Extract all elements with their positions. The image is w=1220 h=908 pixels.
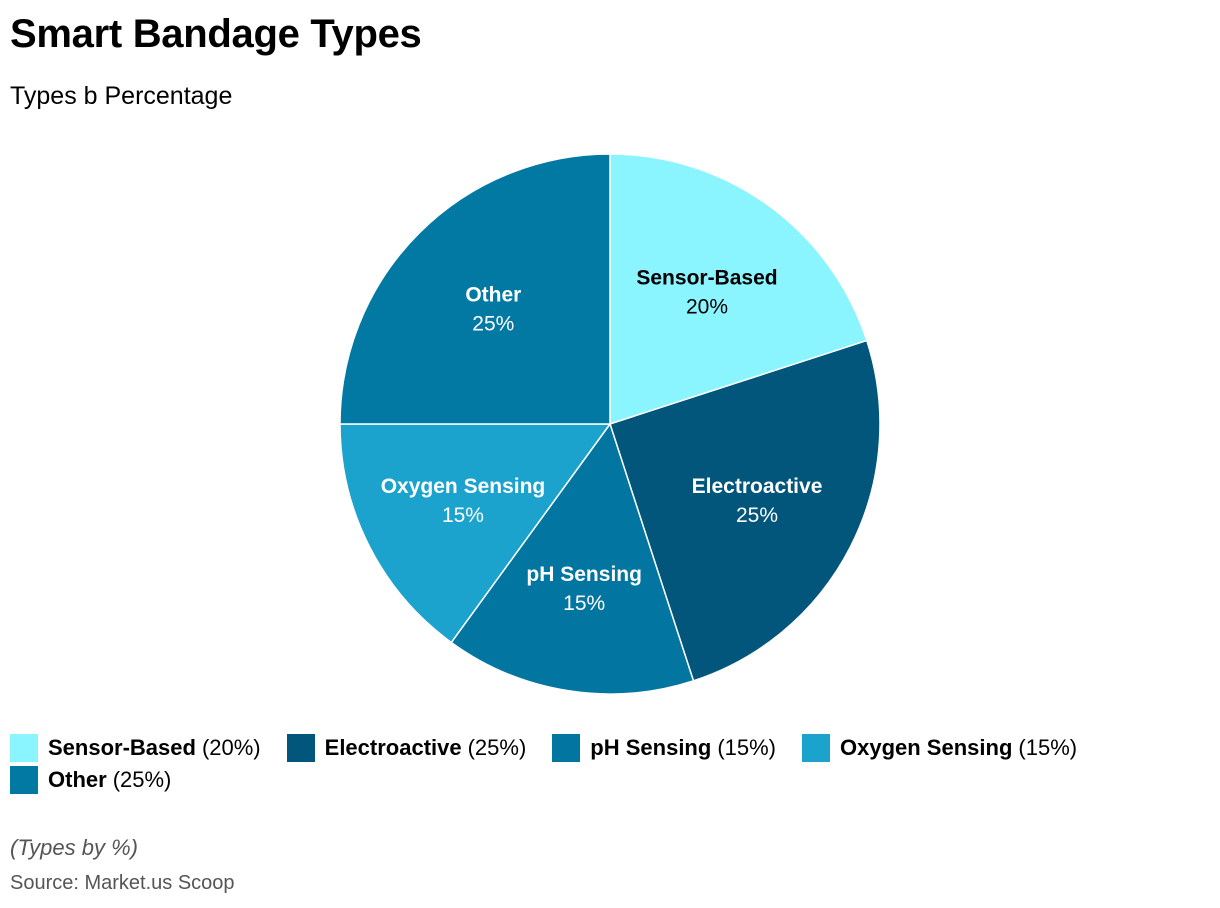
legend-label: pH Sensing: [590, 735, 712, 760]
pie-slice-sensor-based: [609, 153, 868, 426]
slice-label-electroactive: Electroactive 25%: [692, 475, 823, 527]
slice-label-name: Other: [465, 283, 521, 306]
slice-label-oxygen-sensing: Oxygen Sensing 15%: [381, 475, 546, 527]
legend-label: Electroactive: [324, 735, 462, 760]
slice-label-value: 15%: [442, 504, 484, 527]
pie-slice-other: [339, 153, 611, 425]
pie-slice-electroactive: [609, 339, 881, 682]
legend-label: Sensor-Based: [48, 735, 196, 760]
legend-swatch: [10, 734, 38, 762]
legend-item-oxygen-sensing: Oxygen Sensing (15%): [802, 734, 1077, 762]
legend-item-sensor-based: Sensor-Based (20%): [10, 734, 261, 762]
legend-value: (25%): [112, 767, 172, 792]
slice-label-name: Electroactive: [692, 475, 823, 498]
slice-label-value: 20%: [686, 296, 728, 319]
slice-label-sensor-based: Sensor-Based 20%: [636, 267, 777, 319]
slice-label-value: 25%: [472, 312, 514, 335]
chart-subtitle: Types b Percentage: [10, 82, 233, 110]
legend-item-other: Other (25%): [10, 766, 171, 794]
slice-label-value: 25%: [736, 504, 778, 527]
pie-chart: Sensor-Based 20% Electroactive 25% pH Sensin…: [339, 153, 881, 695]
slice-label-ph-sensing: pH Sensing 15%: [526, 563, 642, 615]
slice-label-name: Oxygen Sensing: [381, 475, 546, 498]
pie-slice-oxygen-sensing: [339, 423, 612, 644]
slice-label-name: Sensor-Based: [636, 267, 777, 290]
chart-legend: Sensor-Based (20%) Electroactive (25%) pH Se…: [10, 734, 1200, 794]
legend-label: Other: [48, 767, 107, 792]
legend-swatch: [10, 766, 38, 794]
legend-item-electroactive: Electroactive (25%): [286, 734, 527, 762]
chart-note: (Types by %): [10, 835, 138, 860]
legend-swatch: [802, 734, 830, 762]
legend-value: (20%): [201, 735, 261, 760]
legend-label: Oxygen Sensing: [840, 735, 1013, 760]
slice-label-other: Other 25%: [465, 283, 521, 335]
pie-slice-ph-sensing: [450, 422, 695, 695]
legend-value: (15%): [1018, 735, 1078, 760]
legend-swatch: [552, 734, 581, 762]
chart-title: Smart Bandage Types: [10, 12, 422, 56]
legend-swatch: [286, 734, 315, 762]
legend-value: (15%): [717, 735, 776, 760]
legend-item-ph-sensing: pH Sensing (15%): [552, 734, 776, 762]
chart-source: Source: Market.us Scoop: [10, 872, 235, 894]
slice-label-name: pH Sensing: [526, 563, 642, 586]
slice-label-value: 15%: [563, 592, 605, 615]
legend-value: (25%): [467, 735, 527, 760]
